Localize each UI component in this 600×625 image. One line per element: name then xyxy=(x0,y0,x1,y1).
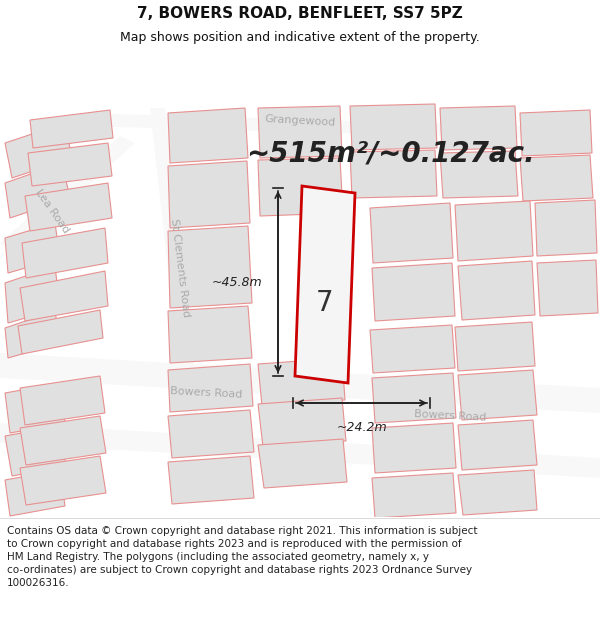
Polygon shape xyxy=(18,310,103,354)
Polygon shape xyxy=(458,420,537,470)
Polygon shape xyxy=(258,106,342,158)
Polygon shape xyxy=(258,158,343,216)
Polygon shape xyxy=(5,426,66,476)
Polygon shape xyxy=(537,260,598,316)
Polygon shape xyxy=(350,150,437,198)
Polygon shape xyxy=(295,186,355,383)
Polygon shape xyxy=(458,470,537,515)
Polygon shape xyxy=(455,201,533,261)
Text: Bowers Road: Bowers Road xyxy=(170,386,242,400)
Polygon shape xyxy=(168,161,250,228)
Polygon shape xyxy=(5,123,72,178)
Text: Map shows position and indicative extent of the property.: Map shows position and indicative extent… xyxy=(120,31,480,44)
Polygon shape xyxy=(168,410,254,458)
Polygon shape xyxy=(28,143,112,186)
Polygon shape xyxy=(0,423,600,478)
Polygon shape xyxy=(30,110,113,148)
Text: 7, BOWERS ROAD, BENFLEET, SS7 5PZ: 7, BOWERS ROAD, BENFLEET, SS7 5PZ xyxy=(137,6,463,21)
Polygon shape xyxy=(20,271,108,321)
Text: Bowers Road: Bowers Road xyxy=(413,409,487,423)
Polygon shape xyxy=(20,456,106,505)
Polygon shape xyxy=(458,370,537,420)
Text: St Clements Road: St Clements Road xyxy=(169,218,191,318)
Polygon shape xyxy=(5,311,60,358)
Polygon shape xyxy=(0,136,135,253)
Polygon shape xyxy=(258,358,345,406)
Polygon shape xyxy=(168,108,248,163)
Polygon shape xyxy=(520,155,593,201)
Polygon shape xyxy=(372,473,456,518)
Text: ~515m²/~0.127ac.: ~515m²/~0.127ac. xyxy=(245,139,535,167)
Polygon shape xyxy=(168,306,252,363)
Text: ~45.8m: ~45.8m xyxy=(211,276,262,289)
Polygon shape xyxy=(20,416,106,465)
Polygon shape xyxy=(168,226,252,308)
Text: Grangewood: Grangewood xyxy=(264,114,336,128)
Polygon shape xyxy=(258,398,346,447)
Polygon shape xyxy=(372,263,455,321)
Polygon shape xyxy=(20,376,105,425)
Polygon shape xyxy=(458,261,535,320)
Polygon shape xyxy=(168,456,254,504)
Polygon shape xyxy=(5,163,70,218)
Polygon shape xyxy=(5,470,65,516)
Polygon shape xyxy=(80,113,530,138)
Text: Lea Road: Lea Road xyxy=(33,187,71,235)
Polygon shape xyxy=(258,439,347,488)
Polygon shape xyxy=(22,228,108,278)
Polygon shape xyxy=(150,108,200,423)
Text: ~24.2m: ~24.2m xyxy=(336,421,387,434)
Polygon shape xyxy=(372,373,456,423)
Polygon shape xyxy=(168,364,253,412)
Polygon shape xyxy=(455,322,535,371)
Polygon shape xyxy=(520,110,592,156)
Polygon shape xyxy=(350,104,437,150)
Polygon shape xyxy=(0,353,600,413)
Polygon shape xyxy=(370,203,453,263)
Polygon shape xyxy=(440,151,518,198)
Text: 7: 7 xyxy=(316,289,334,317)
Polygon shape xyxy=(5,223,60,273)
Polygon shape xyxy=(5,383,65,433)
Polygon shape xyxy=(535,200,597,256)
Polygon shape xyxy=(370,325,455,373)
Polygon shape xyxy=(440,106,517,150)
Text: Contains OS data © Crown copyright and database right 2021. This information is : Contains OS data © Crown copyright and d… xyxy=(7,526,478,589)
Polygon shape xyxy=(25,183,112,231)
Polygon shape xyxy=(5,266,60,323)
Polygon shape xyxy=(372,423,456,473)
